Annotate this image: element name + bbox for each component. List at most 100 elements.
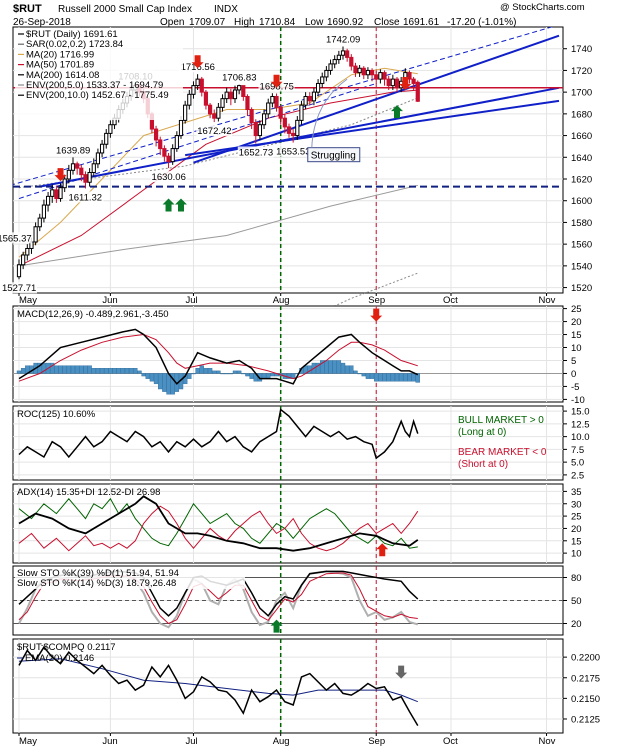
price-label: 1630.06 — [152, 172, 186, 183]
candle-body — [37, 217, 42, 228]
macd-y-tick-label: 0 — [571, 369, 576, 380]
adx-red-up-arrow — [376, 543, 389, 557]
candle-body — [415, 81, 420, 102]
green-up-arrow — [391, 105, 403, 119]
x-tick-label-bottom: Nov — [539, 736, 556, 747]
macd-histogram-bar — [79, 365, 84, 374]
price-label: 1639.89 — [56, 145, 90, 156]
macd-histogram-bar — [149, 373, 155, 382]
candle-body — [291, 132, 296, 137]
sto-legend-0: Slow STO %K(39) %D(1) 51.94, 51.94 — [17, 568, 179, 579]
low-label: Low — [305, 17, 324, 28]
macd-legend-2: -3.450 — [142, 309, 169, 320]
candle-body — [83, 174, 88, 183]
price-legend-item: MA(20) 1716.99 — [26, 49, 94, 60]
macd-histogram-bar — [403, 373, 408, 382]
price-legend-item: MA(200) 1614.08 — [26, 70, 99, 81]
macd-legend-0: MACD(12,26,9) -0.489, — [17, 309, 115, 320]
x-tick-label: Oct — [443, 295, 458, 306]
price-y-tick-label: 1660 — [571, 131, 592, 142]
candle-body — [257, 124, 263, 137]
macd-histogram-bar — [353, 370, 358, 374]
candle-body — [357, 67, 362, 74]
roc-y-tick-label: 10.0 — [571, 432, 590, 443]
macd-signal-line — [18, 333, 418, 382]
trend-channel-line-2 — [39, 86, 560, 188]
x-tick-label-bottom: Jun — [102, 736, 117, 747]
candle-body — [195, 78, 200, 87]
candle-body — [232, 89, 238, 100]
macd-histogram-bar — [336, 360, 342, 374]
candle-body — [378, 72, 383, 80]
macd-histogram-bar — [145, 373, 150, 379]
macd-legend-1: 2.961, — [115, 309, 141, 320]
close-label: Close — [374, 17, 400, 28]
macd-y-tick-label: -5 — [571, 382, 579, 393]
macd-histogram-bar — [162, 373, 167, 392]
macd-line — [18, 328, 419, 385]
candle-body — [25, 247, 30, 256]
price-y-tick-label: 1620 — [571, 175, 592, 186]
candle-body — [311, 91, 317, 102]
macd-histogram-bar — [398, 373, 404, 382]
macd-histogram-bar — [95, 368, 101, 374]
candle-body — [295, 119, 300, 137]
candle-body — [21, 254, 26, 266]
chart-exchange: INDX — [214, 4, 238, 15]
candle-body — [411, 78, 416, 84]
macd-histogram-bar — [415, 373, 420, 383]
price-y-tick-label: 1600 — [571, 196, 592, 207]
candle-body — [307, 95, 312, 102]
roc-y-tick-label: 15.0 — [571, 407, 590, 418]
env-upper-line — [18, 97, 418, 189]
price-y-tick-label: 1700 — [571, 88, 592, 99]
x-tick-label-bottom: Sep — [368, 736, 385, 747]
price-label: 1652.73 — [239, 147, 273, 158]
struggling-callout-pointer — [311, 78, 348, 148]
roc-panel-frame — [12, 405, 564, 481]
x-tick-label: Aug — [273, 295, 290, 306]
macd-histogram-bar — [361, 373, 366, 377]
price-legend-item: ENV(200,5.0) 1533.37 - 1694.79 — [26, 80, 163, 91]
candle-body — [153, 128, 159, 141]
price-legend-item: MA(50) 1701.89 — [26, 60, 94, 71]
macd-y-tick-label: 15 — [571, 330, 582, 341]
macd-histogram-bar — [324, 360, 329, 374]
macd-histogram-bar — [249, 373, 254, 379]
x-tick-label-bottom: Jul — [185, 736, 197, 747]
chart-date: 26-Sep-2018 — [13, 17, 71, 28]
candle-body — [183, 104, 188, 121]
candle-body — [249, 109, 254, 124]
candle-body — [349, 56, 354, 67]
macd-histogram-bar — [124, 368, 130, 374]
price-y-tick-label: 1640 — [571, 153, 592, 164]
candle-body — [407, 72, 412, 80]
macd-histogram-bar — [365, 373, 371, 379]
open-value: 1709.07 — [189, 17, 226, 28]
candle-body — [332, 59, 337, 65]
candle-body — [70, 163, 76, 171]
x-tick-label: Jul — [185, 295, 197, 306]
candle-body — [191, 85, 196, 95]
watermark: @ StockCharts.com — [500, 2, 585, 13]
candle-body — [241, 85, 246, 97]
macd-histogram-bar — [91, 368, 96, 374]
macd-histogram-bar — [133, 368, 138, 374]
candle-body — [266, 102, 271, 115]
candle-body — [361, 67, 366, 76]
candle-body — [245, 95, 250, 111]
candle-body — [178, 119, 184, 137]
candle-body — [324, 69, 329, 78]
macd-histogram-bar — [236, 370, 242, 374]
price-label: 1706.83 — [222, 73, 256, 84]
low-value: 1690.92 — [327, 17, 364, 28]
close-value: 1691.61 — [403, 17, 440, 28]
macd-histogram-bar — [83, 365, 88, 374]
candle-body — [261, 113, 267, 126]
candle-body — [79, 167, 84, 176]
ratio-gray-down-arrow — [395, 665, 408, 679]
x-tick-label: Jun — [102, 295, 117, 306]
macd-red-down-arrow — [370, 308, 383, 322]
price-y-tick-label: 1540 — [571, 261, 592, 272]
price-legend-bg — [15, 28, 183, 120]
